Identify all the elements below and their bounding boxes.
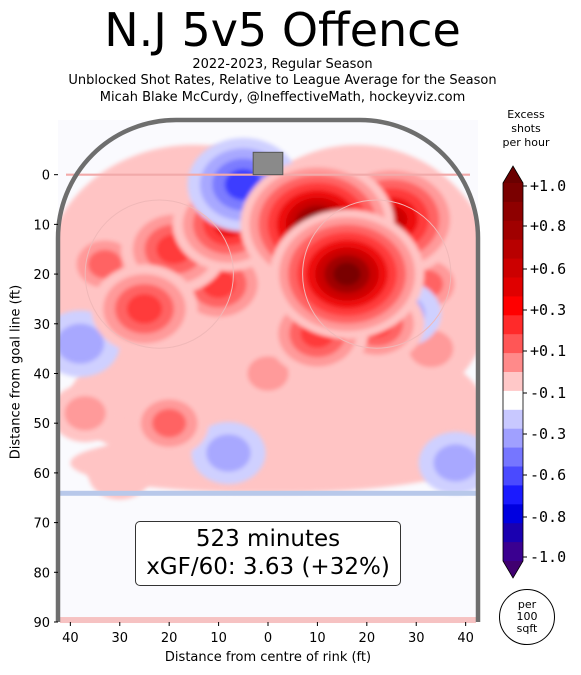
heat-contour xyxy=(87,249,122,279)
minutes-played: 523 minutes xyxy=(195,526,341,552)
colorbar-segment xyxy=(503,447,523,467)
x-tick-label: 30 xyxy=(408,631,425,646)
colorbar-title-line: Excess xyxy=(507,108,545,121)
colorbar-segment xyxy=(503,353,523,373)
unit-line: per xyxy=(517,598,537,611)
colorbar-segment xyxy=(503,466,523,486)
x-tick-label: 30 xyxy=(111,631,128,646)
colorbar-title: Excess shots per hour xyxy=(500,108,552,150)
colorbar-tick-label: +0.3 xyxy=(530,301,566,319)
chart-subtitle-season: 2022-2023, Regular Season xyxy=(192,57,373,72)
colorbar-segment xyxy=(503,485,523,505)
colorbar-title-line: per hour xyxy=(502,136,550,149)
heat-contour xyxy=(126,294,163,324)
x-axis-label: Distance from centre of rink (ft) xyxy=(164,650,372,665)
y-tick-label: 60 xyxy=(33,467,50,482)
faceoff-circle-right xyxy=(302,199,452,349)
colorbar-tick-label: +0.8 xyxy=(530,217,566,235)
colorbar-segment xyxy=(503,296,523,316)
colorbar-tick-label: -0.8 xyxy=(530,508,566,526)
x-tick-label: 20 xyxy=(359,631,376,646)
colorbar: +1.0 +0.8 +0.6 +0.3 +0.1 -0.1 -0.3 -0.6 -0.8 -1.0 xyxy=(502,165,566,579)
goal-net xyxy=(252,151,284,176)
colorbar-segment xyxy=(503,239,523,260)
unit-badge: per 100 sqft xyxy=(499,589,555,645)
rink-boards xyxy=(55,117,481,622)
y-tick-label: 10 xyxy=(33,218,50,233)
heat-contour xyxy=(64,395,106,431)
axes: 0 10 20 30 40 50 60 70 80 90 40 30 20 10 0 10 20 30 40 xyxy=(33,169,473,646)
colorbar-outline xyxy=(502,165,524,579)
x-tick-label: 20 xyxy=(161,631,178,646)
colorbar-segment xyxy=(503,277,523,297)
x-tick-label: 40 xyxy=(457,631,474,646)
colorbar-segment xyxy=(503,523,523,543)
heat-contour xyxy=(247,356,289,391)
heat-contours xyxy=(58,120,478,622)
colorbar-segment xyxy=(503,220,523,241)
heat-contour xyxy=(58,323,105,364)
colorbar-tick-label: -1.0 xyxy=(530,548,566,566)
faceoff-circle-left xyxy=(84,199,234,349)
colorbar-title-line: shots xyxy=(511,122,541,135)
y-tick-label: 0 xyxy=(42,169,50,184)
colorbar-segment xyxy=(503,334,523,354)
colorbar-tick-label: +0.6 xyxy=(530,260,566,278)
colorbar-segment xyxy=(503,201,523,222)
heat-contour xyxy=(285,396,350,450)
centre-line xyxy=(60,617,476,624)
heat-contour xyxy=(333,262,361,286)
colorbar-segment xyxy=(503,390,523,411)
colorbar-segment xyxy=(503,372,523,392)
unit-line: sqft xyxy=(516,622,538,635)
y-axis-label: Distance from goal line (ft) xyxy=(8,284,24,460)
colorbar-extend-top xyxy=(503,166,523,183)
chart-subtitle-description: Unblocked Shot Rates, Relative to League… xyxy=(68,73,497,88)
y-tick-label: 50 xyxy=(33,417,50,432)
unit-line: 100 xyxy=(516,610,538,623)
chart-title: N.J 5v5 Offence xyxy=(104,3,461,57)
chart-subtitle-author: Micah Blake McCurdy, @IneffectiveMath, h… xyxy=(99,90,466,105)
y-tick-label: 40 xyxy=(33,367,50,382)
y-tick-label: 30 xyxy=(33,318,50,333)
heat-contour xyxy=(206,434,251,472)
colorbar-extend-bottom xyxy=(503,561,523,578)
colorbar-segment xyxy=(503,258,523,278)
colorbar-tick-label: -0.6 xyxy=(530,466,566,484)
colorbar-segment xyxy=(503,183,523,203)
colorbar-segment xyxy=(503,409,523,430)
xgf-rate: xGF/60: 3.63 (+32%) xyxy=(146,554,390,580)
colorbar-segment xyxy=(503,542,523,562)
colorbar-segment xyxy=(503,504,523,524)
x-tick-label: 0 xyxy=(264,631,272,646)
colorbar-tick-label: +1.0 xyxy=(530,177,566,195)
heat-contour xyxy=(359,406,424,460)
y-tick-label: 70 xyxy=(33,517,50,532)
summary-box: 523 minutes xGF/60: 3.63 (+32%) xyxy=(135,521,401,586)
x-tick-label: 40 xyxy=(62,631,79,646)
x-tick-label: 10 xyxy=(309,631,326,646)
heat-contour xyxy=(152,408,187,438)
y-tick-label: 80 xyxy=(33,566,50,581)
heat-contour xyxy=(88,446,152,500)
heat-spots xyxy=(58,137,478,500)
heat-contour xyxy=(433,444,478,482)
y-tick-label: 20 xyxy=(33,268,50,283)
colorbar-tick-label: -0.1 xyxy=(530,384,566,402)
x-tick-label: 10 xyxy=(210,631,227,646)
colorbar-tick-label: +0.1 xyxy=(530,342,566,360)
colorbar-segment xyxy=(503,315,523,335)
rink-markings xyxy=(55,117,481,624)
colorbar-segment xyxy=(503,428,523,449)
blue-line xyxy=(60,490,476,496)
y-tick-label: 90 xyxy=(33,616,50,631)
colorbar-tick-label: -0.3 xyxy=(530,425,566,443)
